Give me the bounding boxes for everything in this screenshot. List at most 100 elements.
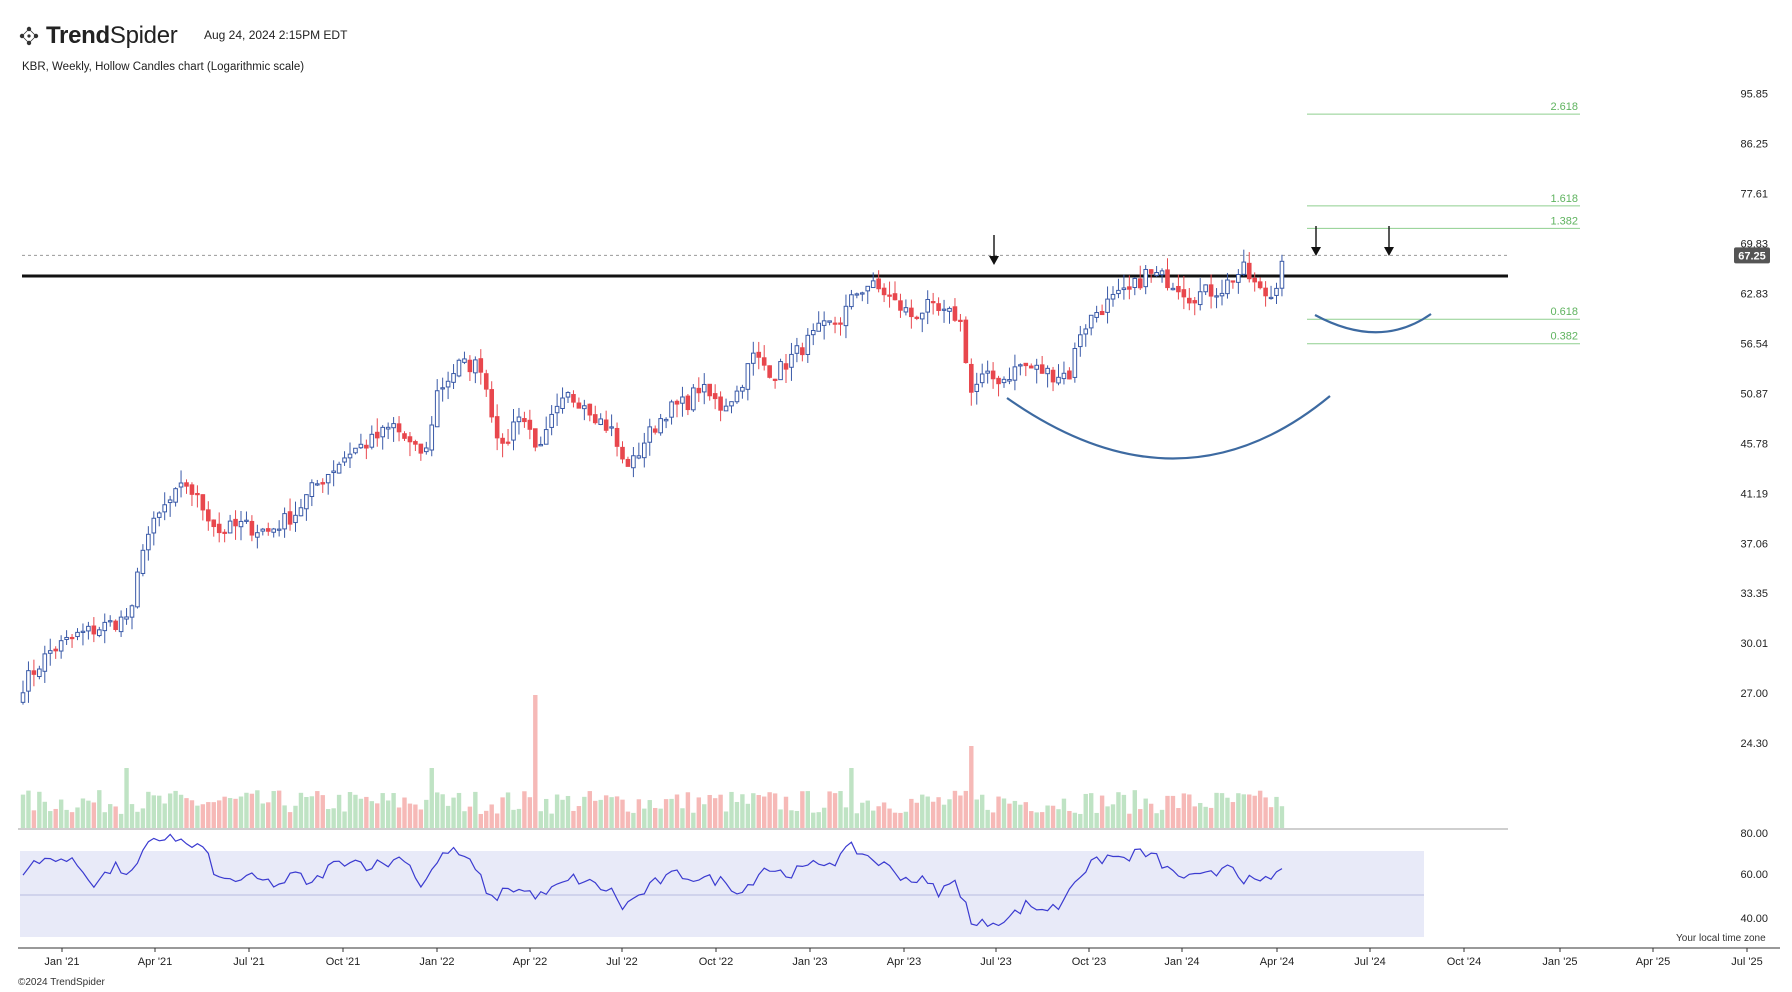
candle-body [1045, 367, 1050, 375]
volume-bar [674, 794, 680, 828]
volume-bar [48, 811, 53, 828]
volume-bar [445, 805, 451, 828]
candle-body [642, 442, 647, 459]
candle-body [1061, 372, 1067, 380]
price-tick-label: 50.87 [1740, 388, 1768, 400]
candle-body [75, 631, 80, 638]
candle-body [582, 405, 587, 410]
candle-body [391, 423, 396, 429]
volume-bar [1012, 800, 1018, 828]
candle-body [527, 419, 533, 430]
volume-bar [691, 812, 696, 828]
candle-body [473, 359, 478, 374]
candle-body [347, 453, 353, 459]
candle-body [113, 620, 118, 630]
volume-bar [1225, 797, 1230, 828]
volume-bar [1219, 793, 1225, 828]
volume-bar [860, 802, 865, 828]
volume-bar [206, 802, 211, 828]
candle-body [358, 443, 364, 449]
candle-body [380, 426, 385, 438]
candle-body [554, 405, 560, 414]
volume-bar [375, 803, 380, 828]
volume-bar [260, 803, 265, 828]
volume-bar [1083, 793, 1088, 828]
candle-body [756, 351, 762, 358]
candle-body [663, 418, 669, 422]
candle-body [549, 413, 554, 428]
candle-body [462, 358, 467, 363]
price-tick-label: 37.06 [1740, 538, 1768, 550]
volume-bar [1241, 794, 1246, 828]
candle-body [576, 402, 582, 409]
volume-bar [1148, 803, 1154, 828]
candle-body [211, 519, 217, 528]
candle-body [1094, 312, 1099, 318]
volume-bar [342, 811, 347, 828]
handle-arc[interactable] [1314, 313, 1432, 334]
candle-body [1099, 310, 1105, 316]
candle-body [963, 319, 969, 364]
candle-body [173, 488, 178, 503]
cup-arc[interactable] [1006, 395, 1331, 460]
rsi-band [20, 851, 1424, 937]
volume-bar [440, 794, 445, 828]
candle-body [20, 692, 26, 703]
fib-label: 1.618 [1550, 193, 1578, 205]
candle-body [952, 306, 958, 321]
volume-bar [1007, 803, 1012, 828]
candle-body [718, 396, 723, 411]
candle-body [369, 433, 375, 448]
rsi-line[interactable] [22, 833, 1283, 928]
volume-bar [538, 811, 543, 828]
candle-body [1225, 279, 1230, 295]
candle-body [1181, 289, 1187, 298]
candle-body [1143, 268, 1149, 288]
volume-bar [892, 812, 898, 828]
candle-body [47, 650, 53, 654]
candle-body [1121, 287, 1127, 291]
timestamp: Aug 24, 2024 2:15PM EDT [204, 28, 348, 42]
candle-body [1230, 280, 1236, 283]
candle-body [1056, 376, 1061, 384]
candle-body [538, 443, 544, 447]
volume-bar [1110, 804, 1116, 828]
candle-body [969, 363, 974, 393]
volume-bar [876, 806, 881, 828]
candle-body [860, 292, 865, 295]
volume-bar [838, 791, 843, 828]
candle-body [996, 377, 1001, 385]
candle-body [293, 514, 298, 524]
volume-bar [772, 793, 778, 828]
candle-body [919, 312, 925, 320]
candle-body [364, 444, 369, 449]
volume-bar [326, 809, 331, 828]
candle-body [69, 636, 75, 640]
price-tick-label: 86.25 [1740, 139, 1768, 151]
volume-bar [298, 792, 304, 828]
candle-body [941, 308, 947, 311]
volume-bar [593, 800, 598, 828]
volume-bar [380, 793, 385, 828]
volume-bar [102, 812, 107, 828]
volume-bar [1132, 790, 1137, 828]
candle-body [478, 358, 484, 373]
price-tick-label: 27.00 [1740, 688, 1768, 700]
volume-bar [816, 812, 821, 828]
candle-body [1078, 334, 1083, 348]
volume-bar [135, 811, 140, 828]
candle-body [424, 447, 429, 453]
volume-bar [1236, 793, 1241, 828]
candle-body [1187, 297, 1192, 304]
last-price-value: 67.25 [1738, 250, 1766, 262]
candle-body [620, 446, 625, 460]
candle-body [265, 528, 271, 532]
volume-bar [729, 791, 734, 828]
volume-bar [571, 810, 576, 828]
candle-body [37, 668, 42, 678]
volume-bar [756, 795, 761, 828]
volume-bar [718, 794, 723, 828]
volume-bar [320, 795, 325, 828]
volume-bar [1252, 795, 1257, 828]
